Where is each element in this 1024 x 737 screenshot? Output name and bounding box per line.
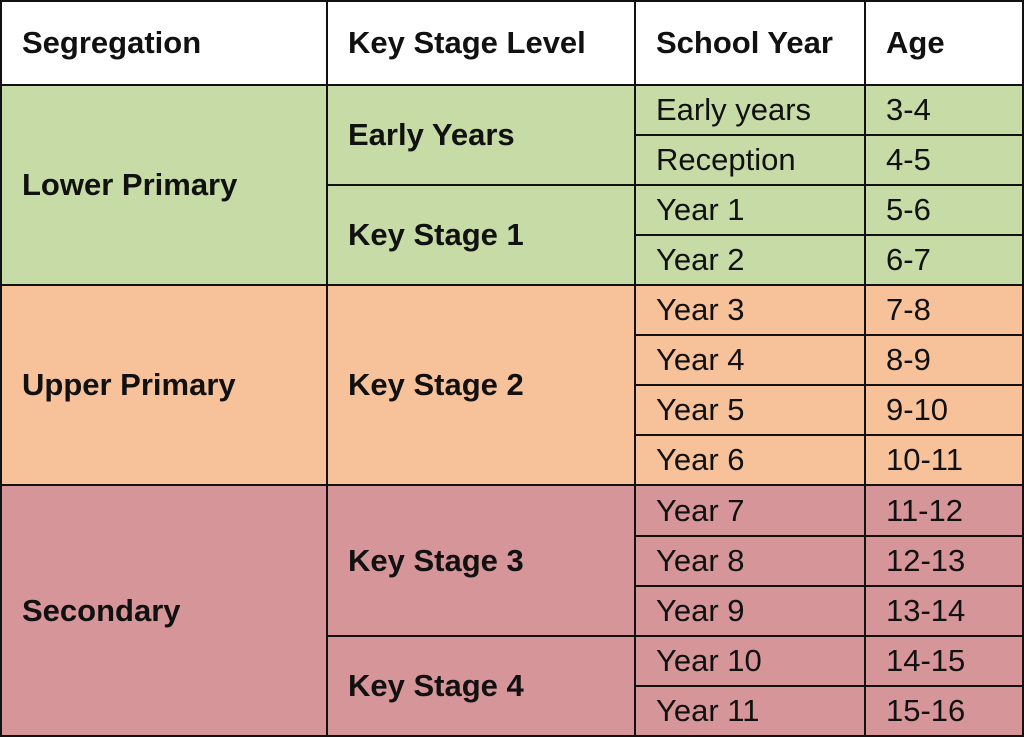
age-cell: 7-8 — [864, 284, 1024, 336]
header-segregation: Segregation — [0, 0, 328, 86]
age-cell: 13-14 — [864, 585, 1024, 637]
age-cell: 12-13 — [864, 535, 1024, 587]
key-stage-3: Key Stage 3 — [326, 484, 636, 637]
school-year-cell: Year 3 — [634, 284, 866, 336]
school-year-cell: Year 11 — [634, 685, 866, 737]
age-cell: 5-6 — [864, 184, 1024, 236]
age-cell: 11-12 — [864, 484, 1024, 537]
age-cell: 4-5 — [864, 134, 1024, 186]
school-year-cell: Year 2 — [634, 234, 866, 286]
age-cell: 10-11 — [864, 434, 1024, 486]
age-cell: 9-10 — [864, 384, 1024, 436]
segregation-secondary: Secondary — [0, 484, 328, 737]
school-year-cell: Year 4 — [634, 334, 866, 386]
key-stage-early-years: Early Years — [326, 84, 636, 186]
age-cell: 3-4 — [864, 84, 1024, 136]
header-key-stage-level: Key Stage Level — [326, 0, 636, 86]
school-year-cell: Year 5 — [634, 384, 866, 436]
school-year-cell: Year 6 — [634, 434, 866, 486]
segregation-upper-primary: Upper Primary — [0, 284, 328, 486]
key-stage-1: Key Stage 1 — [326, 184, 636, 286]
school-year-cell: Year 10 — [634, 635, 866, 687]
school-year-cell: Year 9 — [634, 585, 866, 637]
school-year-cell: Year 1 — [634, 184, 866, 236]
header-age: Age — [864, 0, 1024, 86]
key-stage-4: Key Stage 4 — [326, 635, 636, 737]
school-year-cell: Reception — [634, 134, 866, 186]
key-stage-2: Key Stage 2 — [326, 284, 636, 486]
segregation-lower-primary: Lower Primary — [0, 84, 328, 286]
age-cell: 8-9 — [864, 334, 1024, 386]
school-year-cell: Year 7 — [634, 484, 866, 537]
age-cell: 14-15 — [864, 635, 1024, 687]
age-cell: 15-16 — [864, 685, 1024, 737]
school-year-cell: Year 8 — [634, 535, 866, 587]
header-school-year: School Year — [634, 0, 866, 86]
school-year-cell: Early years — [634, 84, 866, 136]
age-cell: 6-7 — [864, 234, 1024, 286]
